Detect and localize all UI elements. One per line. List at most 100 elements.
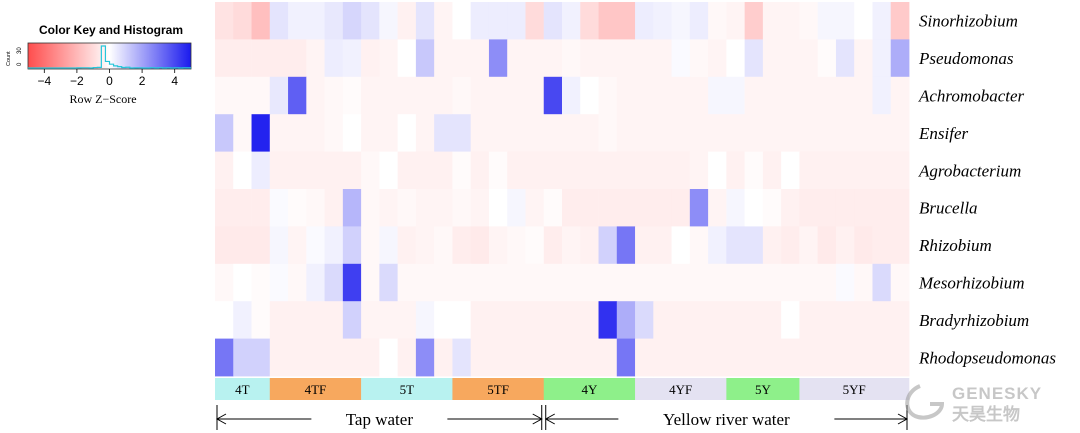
heatmap-cell: [379, 151, 399, 190]
genesky-watermark: GENESKY 天昊生物: [905, 384, 1041, 424]
heatmap-cell: [580, 39, 599, 78]
heatmap-cell: [525, 338, 545, 377]
heatmap-cell: [525, 114, 545, 152]
heatmap-cell: [726, 189, 746, 227]
heatmap-cell: [288, 301, 307, 339]
heatmap-cell: [872, 338, 892, 377]
heatmap-cell: [415, 189, 435, 227]
heatmap-cell: [342, 39, 362, 78]
heatmap-cell: [580, 189, 599, 227]
heatmap-cell: [470, 189, 490, 227]
heatmap-cell: [635, 76, 654, 115]
heatmap-cell: [781, 301, 800, 339]
heatmap-cell: [598, 151, 618, 190]
heatmap-cell: [708, 338, 727, 377]
heatmap-cell: [835, 338, 855, 377]
heatmap-cell: [580, 114, 599, 152]
heatmap-cell: [488, 114, 508, 152]
heatmap-cell: [799, 226, 819, 265]
heatmap-cell: [415, 2, 435, 40]
heatmap-cell: [872, 2, 892, 40]
heatmap-cell: [781, 189, 800, 227]
heatmap-cell: [507, 114, 526, 152]
heatmap-cell: [890, 76, 910, 115]
color-key-count-tick-0: 0: [17, 62, 23, 66]
water-type-label: Yellow river water: [663, 410, 790, 429]
heatmap-cell: [744, 151, 764, 190]
heatmap-cell: [598, 39, 618, 78]
heatmap-cell: [507, 263, 526, 302]
heatmap-cell: [470, 338, 490, 377]
heatmap-cell: [434, 76, 453, 115]
heatmap-cell: [452, 338, 472, 377]
heatmap-cell: [251, 39, 271, 78]
heatmap-cell: [342, 301, 362, 339]
heatmap-cell: [379, 39, 399, 78]
heatmap-cell: [397, 226, 417, 265]
heatmap-cell: [543, 114, 563, 152]
heatmap-cell: [671, 151, 691, 190]
heatmap-cell: [415, 301, 435, 339]
row-label-mesorhizobium: Mesorhizobium: [918, 274, 1024, 293]
heatmap-cell: [215, 76, 234, 115]
heatmap-cell: [616, 301, 636, 339]
heatmap-cell: [835, 151, 855, 190]
heatmap-cell: [689, 338, 709, 377]
heatmap-cell: [671, 263, 691, 302]
color-key-tick-label: 4: [171, 74, 178, 88]
heatmap-cell: [215, 151, 234, 190]
heatmap-cell: [379, 226, 399, 265]
heatmap-cell: [361, 2, 380, 40]
heatmap-cell: [342, 76, 362, 115]
heatmap-cell: [306, 76, 325, 115]
heatmap-cell: [452, 151, 472, 190]
heatmap-cell: [580, 151, 599, 190]
heatmap-cell: [744, 76, 764, 115]
heatmap-cell: [233, 263, 252, 302]
heatmap-cell: [361, 39, 380, 78]
heatmap-cell: [233, 114, 252, 152]
heatmap-cell: [762, 2, 782, 40]
heatmap-cell: [835, 226, 855, 265]
heatmap-cell: [854, 226, 873, 265]
heatmap-cell: [306, 2, 325, 40]
heatmap-cell: [306, 151, 325, 190]
heatmap-cell: [744, 338, 764, 377]
heatmap-cell: [726, 301, 746, 339]
heatmap-cell: [379, 2, 399, 40]
heatmap-cell: [635, 114, 654, 152]
heatmap-cell: [324, 39, 344, 78]
heatmap-cell: [635, 338, 654, 377]
heatmap-cell: [890, 114, 910, 152]
heatmap-cell: [799, 189, 819, 227]
heatmap-cell: [452, 301, 472, 339]
heatmap-cell: [708, 151, 727, 190]
heatmap-cell: [781, 76, 800, 115]
heatmap-cell: [488, 151, 508, 190]
heatmap-cell: [671, 39, 691, 78]
heatmap-cell: [215, 263, 234, 302]
heatmap-cell: [708, 114, 727, 152]
heatmap-cell: [854, 263, 873, 302]
heatmap-cell: [288, 338, 307, 377]
heatmap-cell: [799, 114, 819, 152]
heatmap-cell: [361, 114, 380, 152]
heatmap-cell: [525, 189, 545, 227]
heatmap-cell: [635, 151, 654, 190]
heatmap-cell: [744, 301, 764, 339]
heatmap-cell: [580, 301, 599, 339]
heatmap-cell: [306, 301, 325, 339]
heatmap-cell: [361, 301, 380, 339]
heatmap-cell: [397, 2, 417, 40]
sample-group-5tf: [452, 378, 545, 400]
heatmap-cell: [671, 114, 691, 152]
heatmap-cell: [233, 151, 252, 190]
heatmap-cell: [562, 338, 581, 377]
heatmap-cells: [215, 2, 910, 377]
heatmap-cell: [361, 338, 380, 377]
heatmap-cell: [251, 189, 271, 227]
heatmap-cell: [306, 39, 325, 78]
heatmap-cell: [562, 226, 581, 265]
heatmap-cell: [598, 2, 618, 40]
heatmap-cell: [288, 114, 307, 152]
